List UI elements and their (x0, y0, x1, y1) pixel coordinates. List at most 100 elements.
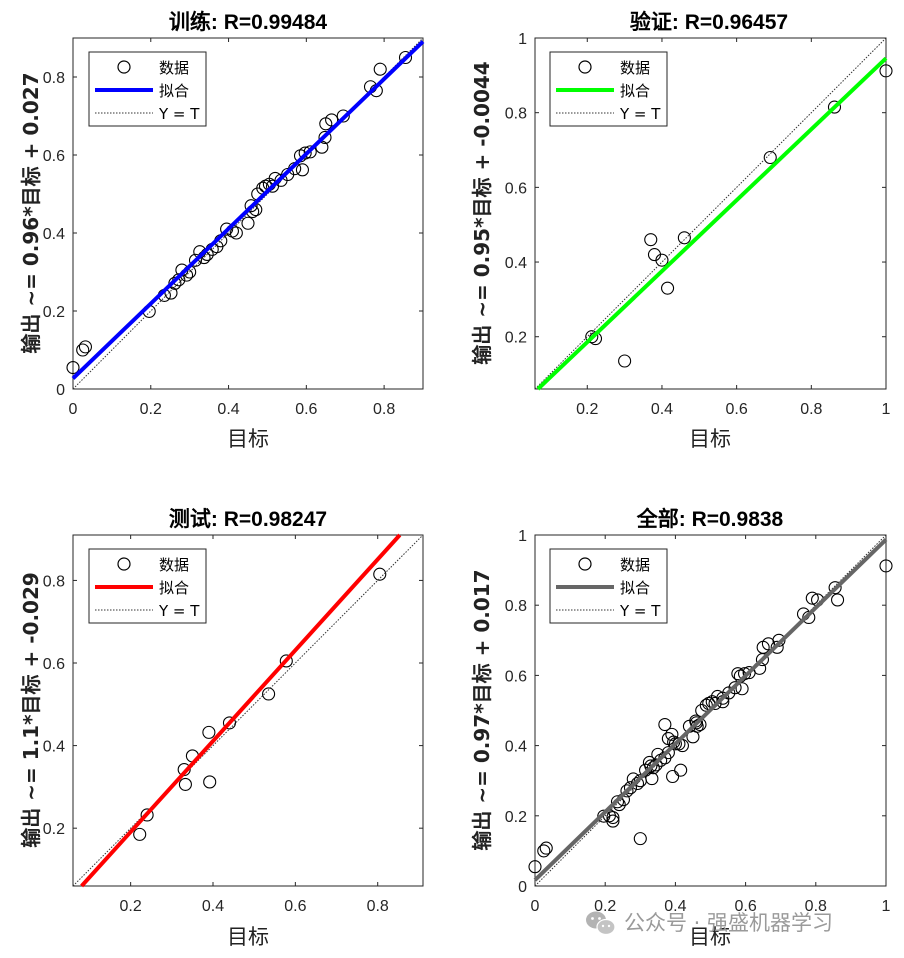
y-tick-label: 0.2 (505, 330, 527, 347)
x-tick-label: 0.4 (664, 898, 686, 915)
data-point (661, 746, 675, 760)
y-tick-label: 0.8 (43, 573, 65, 590)
data-point (66, 360, 80, 375)
data-point (644, 233, 658, 247)
data-point (802, 610, 816, 625)
y-tick-label: 1 (518, 528, 527, 545)
legend-marker-data (578, 557, 592, 571)
y-tick-label: 0.2 (43, 304, 65, 321)
legend-label-identity: Y = T (619, 105, 661, 123)
x-tick-label: 0 (531, 898, 540, 915)
x-tick-label: 0.2 (120, 898, 142, 915)
x-tick-label: 0.4 (651, 401, 673, 418)
data-point (644, 759, 658, 773)
data-point (827, 100, 842, 114)
x-tick-label: 0 (69, 401, 78, 418)
watermark-text: 公众号 · 强盛机器学习 (624, 911, 833, 935)
x-tick-label: 0.6 (295, 401, 317, 418)
y-axis-label: 输出 ~= 0.95*目标 + -0.0044 (470, 61, 494, 364)
x-tick-label: 0.8 (367, 898, 389, 915)
legend: 数据 拟合 Y = T (88, 51, 207, 127)
data-point (178, 777, 192, 791)
data-point (831, 593, 845, 607)
y-tick-label: 0.2 (43, 821, 65, 838)
axis-ticks: 0 0.2 0.4 0.6 0.8 1 0 0.2 0.4 0.6 0.8 1 (505, 528, 891, 915)
legend-label-fit: 拟合 (620, 82, 650, 100)
legend-label-data: 数据 (620, 59, 650, 77)
data-point (661, 281, 675, 295)
x-axis-label: 目标 (689, 427, 731, 451)
data-point (241, 216, 255, 230)
x-tick-label: 1 (882, 401, 891, 418)
data-point (295, 163, 309, 177)
data-point (731, 667, 745, 681)
x-tick-label: 0.6 (726, 401, 748, 418)
y-tick-label: 0.8 (505, 598, 527, 615)
data-point (298, 146, 312, 160)
x-axis-label: 目标 (227, 925, 269, 949)
y-tick-label: 0.4 (43, 739, 65, 756)
data-point (646, 761, 660, 775)
data-point (879, 64, 893, 78)
y-tick-label: 0.6 (43, 656, 65, 673)
x-tick-label: 0.8 (373, 401, 395, 418)
x-tick-label: 0.6 (284, 898, 306, 915)
data-point (76, 343, 90, 357)
legend: 数据 拟合 Y = T (88, 548, 207, 624)
x-tick-label: 0.4 (202, 898, 224, 915)
data-point (528, 860, 542, 874)
fit-line (533, 538, 888, 882)
x-tick-label: 0.4 (217, 401, 239, 418)
data-point (735, 682, 749, 696)
y-tick-label: 0.6 (505, 180, 527, 197)
legend-label-fit: 拟合 (620, 579, 650, 597)
data-point (188, 253, 203, 267)
y-tick-label: 0.4 (43, 226, 65, 243)
data-points (585, 64, 893, 368)
y-tick-label: 0.6 (505, 668, 527, 685)
y-tick-label: 0.8 (43, 70, 65, 87)
chart-title: 训练: R=0.99484 (169, 10, 327, 34)
data-point (262, 687, 276, 701)
legend-label-fit: 拟合 (159, 579, 189, 597)
data-point (633, 832, 647, 846)
data-point (78, 340, 92, 354)
data-point (677, 231, 691, 245)
x-tick-label: 0.8 (805, 898, 827, 915)
data-point (325, 113, 339, 127)
data-point (168, 276, 182, 290)
data-point (665, 727, 679, 741)
chart-training: 训练: R=0.99484 目标 输出 ~= 0.96*目标 + 0.027 0… (19, 10, 425, 451)
data-point (606, 811, 620, 825)
data-point (539, 841, 553, 855)
y-tick-label: 0 (518, 879, 527, 896)
x-tick-label: 0.2 (594, 898, 616, 915)
x-tick-label: 0.2 (576, 401, 598, 418)
y-tick-label: 0.2 (505, 809, 527, 826)
data-point (674, 763, 688, 777)
x-tick-label: 0.8 (800, 401, 822, 418)
axis-ticks: 0 0.2 0.4 0.6 0.8 0 0.2 0.4 0.6 0.8 (43, 38, 423, 418)
data-point (398, 50, 413, 65)
data-point (623, 781, 638, 795)
data-point (279, 654, 293, 668)
data-point (373, 62, 387, 76)
data-point (805, 591, 819, 605)
legend-label-fit: 拟合 (159, 82, 189, 100)
data-point (537, 844, 551, 858)
data-point (336, 109, 350, 123)
data-point (666, 769, 680, 784)
data-point (244, 199, 258, 213)
chart-test: 测试: R=0.98247 目标 输出 ~= 1.1*目标 + -0.029 0… (19, 508, 424, 949)
data-point (649, 758, 663, 772)
data-point (770, 640, 784, 654)
y-tick-label: 1 (518, 31, 527, 48)
x-tick-label: 0.2 (140, 401, 162, 418)
data-point (618, 354, 632, 368)
fit-line (80, 533, 402, 888)
y-tick-label: 0.6 (43, 148, 65, 165)
y-axis-label: 输出 ~= 1.1*目标 + -0.029 (19, 572, 43, 848)
watermark: 公众号 · 强盛机器学习 (586, 911, 833, 936)
y-axis-label: 输出 ~= 0.96*目标 + 0.027 (19, 72, 43, 353)
